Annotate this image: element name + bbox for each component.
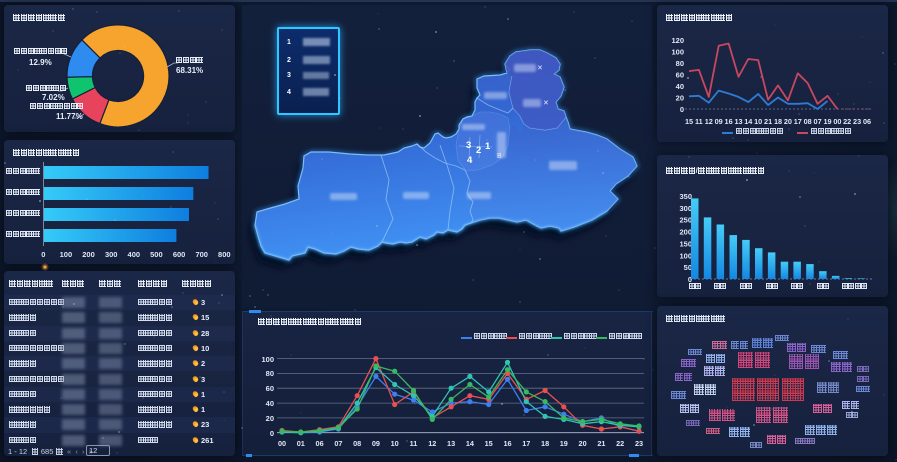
svg-text:800: 800 — [218, 250, 231, 259]
svg-text:09: 09 — [715, 117, 723, 126]
svg-text:15: 15 — [685, 117, 693, 126]
svg-text:600: 600 — [173, 250, 186, 259]
svg-text:700: 700 — [195, 250, 208, 259]
svg-text:300: 300 — [105, 250, 118, 259]
svg-text:60: 60 — [676, 71, 684, 80]
svg-text:14: 14 — [466, 439, 475, 448]
svg-text:0: 0 — [680, 105, 684, 114]
svg-text:00: 00 — [833, 117, 841, 126]
svg-text:11: 11 — [695, 117, 703, 126]
svg-text:200: 200 — [679, 228, 692, 237]
svg-text:250: 250 — [679, 216, 692, 225]
svg-text:08: 08 — [353, 439, 361, 448]
svg-text:500: 500 — [150, 250, 163, 259]
svg-text:01: 01 — [297, 439, 305, 448]
svg-text:3: 3 — [466, 140, 471, 151]
svg-text:40: 40 — [266, 399, 274, 408]
svg-text:150: 150 — [679, 239, 692, 248]
svg-text:09: 09 — [372, 439, 380, 448]
svg-text:4: 4 — [467, 155, 473, 166]
svg-text:22: 22 — [616, 439, 624, 448]
svg-text:23: 23 — [635, 439, 643, 448]
svg-text:13: 13 — [734, 117, 742, 126]
svg-text:11: 11 — [410, 439, 418, 448]
svg-text:40: 40 — [676, 82, 684, 91]
svg-text:0: 0 — [688, 275, 692, 284]
svg-text:B: B — [497, 153, 502, 160]
svg-text:0: 0 — [41, 250, 45, 259]
svg-text:15: 15 — [485, 439, 493, 448]
svg-text:10: 10 — [391, 439, 399, 448]
svg-text:17: 17 — [794, 117, 802, 126]
svg-text:06: 06 — [863, 117, 871, 126]
svg-text:1: 1 — [485, 141, 491, 152]
svg-text:14: 14 — [744, 117, 753, 126]
svg-text:19: 19 — [560, 439, 568, 448]
svg-text:100: 100 — [679, 251, 692, 260]
svg-text:00: 00 — [278, 439, 286, 448]
svg-text:100: 100 — [60, 250, 73, 259]
svg-text:07: 07 — [814, 117, 822, 126]
svg-text:07: 07 — [334, 439, 342, 448]
svg-text:60: 60 — [266, 384, 274, 393]
svg-text:16: 16 — [725, 117, 733, 126]
svg-text:23: 23 — [853, 117, 861, 126]
svg-text:20: 20 — [266, 414, 274, 423]
svg-text:16: 16 — [503, 439, 511, 448]
svg-text:21: 21 — [597, 439, 605, 448]
svg-text:20: 20 — [579, 439, 587, 448]
svg-text:200: 200 — [82, 250, 95, 259]
svg-text:80: 80 — [266, 369, 274, 378]
svg-text:18: 18 — [774, 117, 782, 126]
svg-text:19: 19 — [823, 117, 831, 126]
svg-text:2: 2 — [476, 145, 481, 156]
svg-text:300: 300 — [679, 204, 692, 213]
svg-text:20: 20 — [784, 117, 792, 126]
svg-text:12: 12 — [428, 439, 436, 448]
svg-text:120: 120 — [671, 36, 684, 45]
svg-text:13: 13 — [447, 439, 455, 448]
svg-text:17: 17 — [522, 439, 530, 448]
svg-text:22: 22 — [843, 117, 851, 126]
svg-text:0: 0 — [270, 429, 274, 438]
svg-text:100: 100 — [671, 48, 684, 57]
svg-text:12: 12 — [705, 117, 713, 126]
svg-text:400: 400 — [128, 250, 141, 259]
svg-text:08: 08 — [804, 117, 812, 126]
svg-text:350: 350 — [679, 192, 692, 201]
svg-text:50: 50 — [684, 263, 692, 272]
svg-text:10: 10 — [754, 117, 762, 126]
svg-text:21: 21 — [764, 117, 772, 126]
svg-text:20: 20 — [676, 94, 684, 103]
svg-text:✕: ✕ — [537, 65, 543, 72]
svg-text:✕: ✕ — [543, 100, 549, 107]
svg-text:100: 100 — [261, 355, 274, 364]
svg-text:06: 06 — [316, 439, 324, 448]
svg-text:80: 80 — [676, 59, 684, 68]
svg-text:18: 18 — [541, 439, 549, 448]
